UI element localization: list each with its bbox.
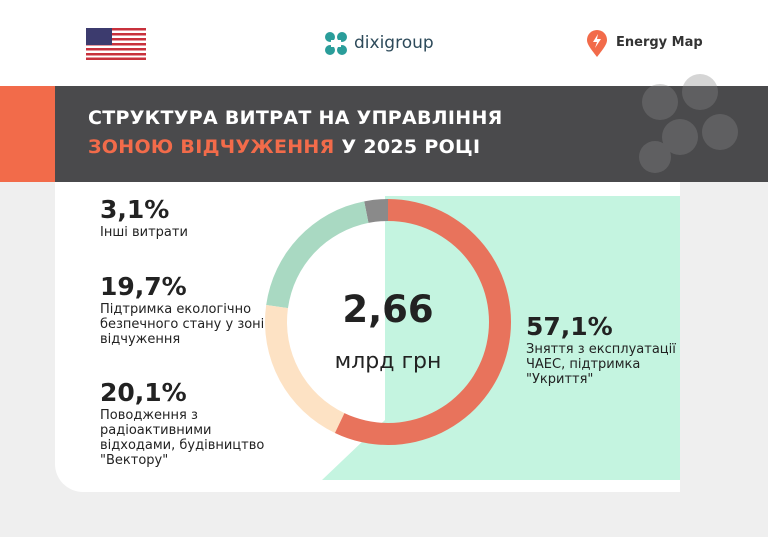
legend-item: 19,7% Підтримка екологічно безпечного ста… [100, 272, 280, 347]
value-label: 20,1% [100, 378, 187, 407]
legend-item: 3,1% Інші витрати [100, 195, 280, 240]
category-label: Поводження з радіоактивними відходами, б… [100, 408, 265, 468]
chart-title: СТРУКТУРА ВИТРАТ НА УПРАВЛІННЯ ЗОНОЮ ВІД… [88, 104, 568, 162]
energy-map-logo: Energy Map [616, 35, 703, 50]
accent-block [0, 86, 55, 182]
donut-slice [364, 199, 388, 223]
value-label: 3,1% [100, 195, 170, 224]
value-label: 57,1% [526, 312, 613, 341]
category-label: Зняття з експлуатації ЧАЕС, підтримка "У… [526, 342, 676, 387]
center-value: 2,66 [342, 288, 433, 331]
title-band [55, 86, 768, 182]
donut-slice [266, 201, 369, 309]
dixigroup-logo: dixigroup [354, 33, 434, 53]
decoration [639, 74, 738, 173]
title-part: СТРУКТУРА ВИТРАТ НА УПРАВЛІННЯ [88, 107, 503, 129]
title-part: ВІДЧУЖЕННЯ [180, 136, 342, 158]
dixigroup-icon [325, 32, 347, 55]
donut-slice [265, 305, 345, 433]
legend-item: 20,1% Поводження з радіоактивними відхода… [100, 378, 280, 468]
center-unit: млрд грн [335, 349, 442, 374]
energy-map-icon [587, 30, 607, 57]
value-label: 19,7% [100, 272, 187, 301]
donut-slice [334, 199, 511, 445]
category-label: Інші витрати [100, 225, 188, 240]
title-part: У 2025 РОЦІ [341, 136, 481, 158]
title-part: ЗОНОЮ [88, 136, 181, 158]
category-label: Підтримка екологічно безпечного стану у … [100, 302, 265, 347]
us-flag [86, 28, 146, 60]
legend-item: 57,1% Зняття з експлуатації ЧАЕС, підтрим… [526, 312, 676, 387]
